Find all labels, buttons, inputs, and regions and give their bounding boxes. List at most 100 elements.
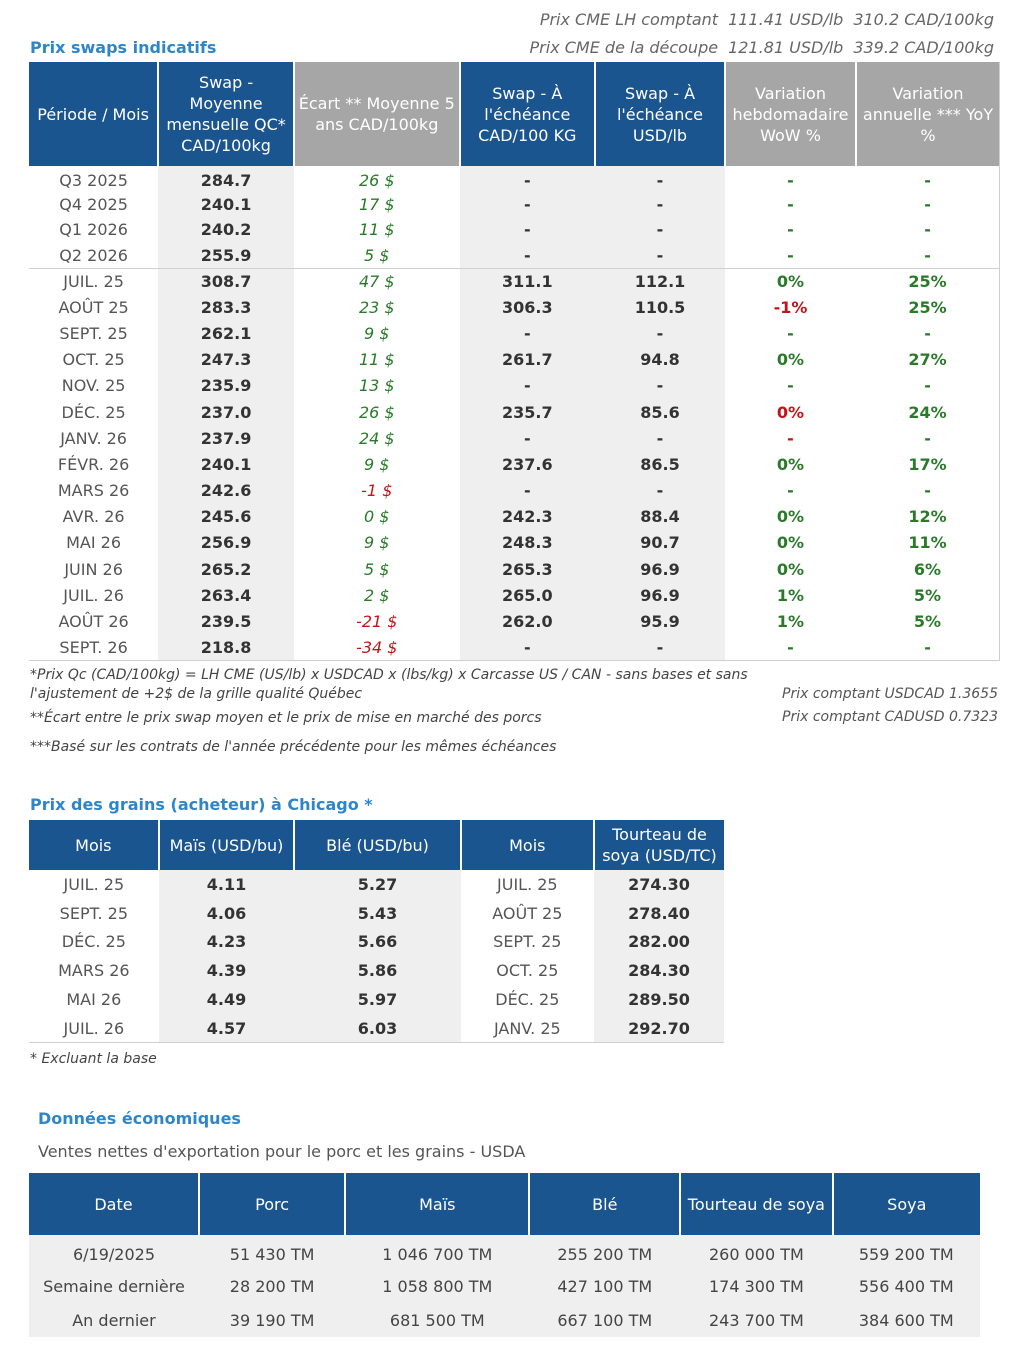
swap-row: SEPT. 26 218.8 -34 $ - - - - [29, 634, 1000, 661]
swaps-note-3: ***Basé sur les contrats de l'année préc… [30, 739, 557, 755]
grain-ble: 5.66 [294, 927, 461, 957]
swap-echeance-cad: - [459, 477, 595, 504]
swap-ecart: 9 $ [364, 454, 390, 474]
grain-row: JUIL. 25 4.11 5.27 JUIL. 25 274.30 [29, 870, 724, 899]
grain-row: JUIL. 26 4.57 6.03 JANV. 25 292.70 [29, 1013, 724, 1043]
swap-yoy: 5% [913, 612, 942, 632]
swap-period: Q4 2025 [59, 194, 128, 214]
swap-row: Q2 2026 255.9 5 $ - - - - [29, 242, 1000, 268]
eco-header-ble: Blé [529, 1173, 682, 1235]
eco-mais: 1 058 800 TM [345, 1269, 530, 1303]
swap-row: Q3 2025 284.7 26 $ - - - - [29, 166, 1000, 192]
swap-ecart: 26 $ [358, 402, 395, 422]
grain-mais: 4.06 [158, 898, 295, 928]
grains-header-ble: Blé (USD/bu) [294, 820, 462, 870]
grain-month: SEPT. 25 [59, 903, 128, 923]
swap-echeance-cad: 235.7 [459, 398, 595, 426]
swap-period: SEPT. 25 [59, 323, 128, 343]
swap-period: Q3 2025 [59, 171, 128, 191]
grain-ble: 5.86 [294, 956, 461, 986]
swap-echeance-usd: - [595, 191, 725, 217]
swap-ecart: 9 $ [364, 533, 390, 553]
swap-echeance-usd: - [595, 634, 725, 661]
swap-monthly-avg: 308.7 [158, 267, 294, 295]
swap-yoy: - [924, 376, 931, 396]
swap-row: AOÛT 25 283.3 23 $ 306.3 110.5 -1% 25% [29, 294, 1000, 321]
swap-yoy: 11% [908, 533, 947, 553]
swap-echeance-usd: 90.7 [595, 529, 725, 557]
swap-wow: 0% [776, 507, 805, 527]
swap-period: NOV. 25 [61, 376, 126, 396]
eco-mais: 1 046 700 TM [345, 1235, 530, 1269]
grain-tourteau: 274.30 [593, 870, 724, 899]
swap-wow: - [787, 481, 794, 501]
eco-porc: 28 200 TM [198, 1269, 346, 1303]
swap-ecart: 47 $ [293, 267, 460, 295]
cme-lh-usd: 111.41 USD/lb [728, 10, 844, 29]
grain-month-2: OCT. 25 [496, 961, 559, 981]
swap-period: AVR. 26 [62, 507, 125, 527]
swap-wow: 0% [776, 559, 805, 579]
swap-monthly-avg: 265.2 [158, 556, 294, 583]
swap-row: NOV. 25 235.9 13 $ - - - - [29, 372, 1000, 399]
eco-row: 6/19/2025 51 430 TM 1 046 700 TM 255 200 TM… [29, 1235, 980, 1269]
swap-ecart: 24 $ [358, 428, 395, 448]
swap-echeance-usd: - [595, 477, 725, 504]
grains-header-mais: Maïs (USD/bu) [158, 820, 296, 870]
swap-echeance-cad: 311.1 [459, 267, 595, 295]
swap-echeance-usd: - [595, 242, 725, 268]
swaps-table: Période / Mois Swap - Moyenne mensuelle … [29, 62, 1000, 662]
eco-subtitle: Ventes nettes d'exportation pour le porc… [38, 1142, 526, 1161]
swap-period: JUIL. 26 [63, 585, 124, 605]
grains-title: Prix des grains (acheteur) à Chicago * [30, 795, 373, 814]
swap-period: MAI 26 [66, 533, 122, 553]
swap-echeance-usd: 95.9 [595, 608, 725, 635]
grain-month-2: JUIL. 25 [497, 874, 558, 894]
eco-date: 6/19/2025 [29, 1235, 199, 1269]
swap-echeance-cad: 265.0 [459, 582, 595, 609]
swap-echeance-cad: - [459, 372, 595, 399]
header-ecart: Écart ** Moyenne 5 ans CAD/100kg [293, 62, 461, 166]
grain-month: JUIL. 25 [63, 874, 125, 894]
eco-row: An dernier 39 190 TM 681 500 TM 667 100 TM 2… [29, 1303, 980, 1337]
grain-month-2: JANV. 25 [493, 1018, 561, 1038]
grains-header-mois: Mois [29, 820, 160, 870]
swap-row: JUIN 26 265.2 5 $ 265.3 96.9 0% 6% [29, 556, 1000, 583]
grain-tourteau: 292.70 [593, 1013, 724, 1043]
swap-monthly-avg: 263.4 [158, 582, 294, 609]
swap-echeance-cad: 242.3 [459, 503, 595, 530]
grain-row: SEPT. 25 4.06 5.43 AOÛT 25 278.40 [29, 898, 724, 928]
swap-echeance-cad: 248.3 [459, 529, 595, 557]
swap-echeance-cad: - [459, 425, 595, 452]
swap-yoy: - [924, 323, 931, 343]
swap-row: JANV. 26 237.9 24 $ - - - - [29, 425, 1000, 452]
cadusd-note: Prix comptant CADUSD 0.7323 [782, 709, 998, 725]
eco-soya: 556 400 TM [832, 1269, 980, 1303]
swap-wow: 0% [776, 402, 805, 422]
swap-monthly-avg: 240.1 [158, 191, 294, 217]
swap-echeance-cad: - [459, 320, 595, 347]
swap-echeance-usd: 86.5 [595, 451, 725, 478]
grain-row: MARS 26 4.39 5.86 OCT. 25 284.30 [29, 956, 724, 986]
swap-monthly-avg: 247.3 [158, 346, 294, 373]
swap-ecart: 17 $ [358, 194, 395, 214]
swap-monthly-avg: 255.9 [158, 242, 294, 268]
swap-echeance-cad: - [459, 242, 595, 268]
eco-tourteau: 174 300 TM [680, 1269, 833, 1303]
swap-echeance-usd: - [595, 320, 725, 347]
swap-wow: 0% [776, 350, 805, 370]
eco-header-row: Date Porc Maïs Blé Tourteau de soya Soya [29, 1173, 980, 1235]
swap-ecart: 5 $ [364, 559, 390, 579]
swap-yoy: 25% [908, 297, 947, 317]
eco-header-soya: Soya [832, 1173, 980, 1235]
swap-wow: - [787, 376, 794, 396]
swap-period: JUIN 26 [64, 559, 123, 579]
swap-ecart: 13 $ [358, 376, 395, 396]
grains-note: * Excluant la base [30, 1051, 157, 1067]
swap-wow: 0% [776, 533, 805, 553]
swap-row: AVR. 26 245.6 0 $ 242.3 88.4 0% 12% [29, 503, 1000, 530]
header-swap-usd: Swap - À l'échéance USD/lb [595, 62, 726, 166]
eco-porc: 51 430 TM [198, 1235, 346, 1269]
swap-echeance-cad: 265.3 [459, 556, 595, 583]
swap-wow: 1% [776, 612, 805, 632]
